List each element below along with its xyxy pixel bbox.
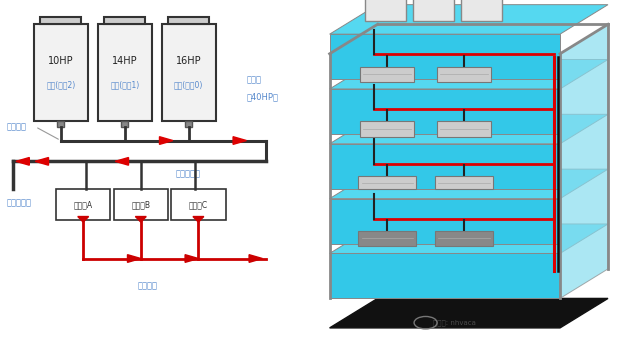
Text: 室外机: 室外机	[246, 75, 261, 84]
Polygon shape	[330, 59, 608, 89]
Bar	[121, 121, 129, 127]
Text: 从机(地址2): 从机(地址2)	[46, 80, 76, 89]
Text: （40HP）: （40HP）	[246, 93, 278, 102]
Polygon shape	[560, 24, 608, 298]
Bar	[97, 24, 152, 121]
Polygon shape	[330, 114, 608, 144]
Polygon shape	[159, 137, 173, 144]
Polygon shape	[249, 255, 262, 262]
Polygon shape	[330, 169, 608, 198]
Polygon shape	[185, 255, 198, 262]
Bar	[161, 24, 216, 121]
Bar	[358, 176, 416, 189]
Bar	[172, 189, 226, 220]
Text: 10HP: 10HP	[48, 56, 74, 66]
Bar	[365, 0, 406, 21]
Polygon shape	[136, 217, 147, 222]
Bar	[360, 67, 415, 82]
Polygon shape	[330, 5, 608, 34]
Bar	[437, 121, 492, 137]
Polygon shape	[330, 253, 560, 298]
Polygon shape	[233, 137, 246, 144]
Text: 从机(地址1): 从机(地址1)	[110, 80, 140, 89]
Polygon shape	[78, 217, 89, 222]
Polygon shape	[330, 34, 560, 79]
Polygon shape	[193, 217, 204, 222]
Bar	[358, 231, 416, 246]
Polygon shape	[330, 198, 560, 244]
Bar	[185, 121, 193, 127]
Bar	[168, 17, 209, 24]
Bar	[435, 231, 493, 246]
Bar	[34, 24, 88, 121]
Text: 微信号: nhvaca: 微信号: nhvaca	[433, 319, 476, 326]
Polygon shape	[16, 158, 29, 165]
Bar	[435, 176, 493, 189]
Text: 内机分歧管: 内机分歧管	[6, 198, 31, 208]
Text: 16HP: 16HP	[176, 56, 202, 66]
Polygon shape	[35, 158, 49, 165]
Bar	[56, 189, 110, 220]
Bar	[104, 17, 145, 24]
Text: 冷凝水管: 冷凝水管	[137, 282, 157, 291]
Polygon shape	[115, 158, 129, 165]
Bar	[360, 121, 415, 137]
Bar	[461, 0, 502, 21]
Polygon shape	[330, 298, 608, 328]
Bar	[114, 189, 168, 220]
Bar	[413, 0, 454, 21]
Polygon shape	[330, 89, 560, 134]
Bar	[40, 17, 81, 24]
Polygon shape	[330, 144, 560, 189]
Text: 室内机C: 室内机C	[189, 200, 208, 209]
Polygon shape	[330, 224, 608, 253]
Text: 外机分歧管: 外机分歧管	[176, 169, 201, 178]
Text: 室内机B: 室内机B	[131, 200, 150, 209]
Bar	[437, 67, 492, 82]
Text: 室内机A: 室内机A	[74, 200, 93, 209]
Text: 14HP: 14HP	[112, 56, 138, 66]
Polygon shape	[127, 255, 141, 262]
Bar	[57, 121, 65, 127]
Text: 冷媒配管: 冷媒配管	[6, 122, 26, 131]
Text: 主机(地址0): 主机(地址0)	[174, 80, 204, 89]
